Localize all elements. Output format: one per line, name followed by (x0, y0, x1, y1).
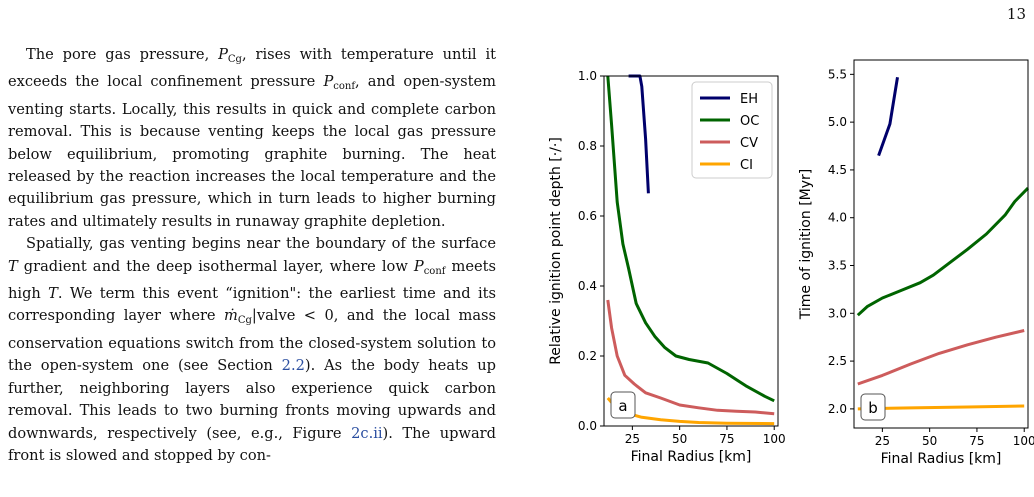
paragraph-pore-gas-pressure: The pore gas pressure, PCg, rises with t… (8, 44, 496, 233)
page-number: 13 (1006, 5, 1026, 23)
y-tick-label: 5.5 (828, 67, 847, 81)
math-t-2: T (48, 285, 58, 303)
y-tick-label: 5.0 (828, 115, 847, 129)
series-line-eh (628, 74, 650, 194)
y-axis-label: Time of ignition [Myr] (798, 169, 814, 321)
legend-box (691, 81, 773, 179)
p2-text-4: . We term this event “ignition": the ear… (8, 285, 496, 325)
x-tick-label: 25 (625, 432, 640, 446)
y-tick-label: 0.4 (578, 279, 597, 293)
body-text-column: The pore gas pressure, PCg, rises with t… (8, 44, 496, 467)
y-tick-label: 2.5 (828, 354, 847, 368)
panel-label: b (868, 399, 878, 417)
p2-text-5: , and the local mass conservation equati… (8, 307, 496, 375)
panel-label: a (618, 397, 627, 415)
p2-text-7: ). The upward front is slowed and stoppe… (8, 424, 496, 464)
p1-text-2: , rises with temperature until it exceed… (8, 46, 496, 91)
math-t-1: T (8, 257, 18, 275)
series-line-oc (856, 187, 1030, 317)
p2-text-1: Spatially, gas venting begins near the b… (26, 235, 496, 253)
y-axis-label: Relative ignition point depth [·/·] (548, 137, 564, 365)
series-line-oc (606, 75, 775, 403)
x-tick-label: 100 (763, 432, 786, 446)
p2-text-2: gradient and the deep isothermal layer, … (17, 257, 414, 275)
y-tick-label: 1.0 (578, 69, 597, 83)
y-tick-label: 3.5 (828, 259, 847, 273)
math-mdot: ṁ (224, 307, 238, 325)
x-axis-label: Final Radius [km] (881, 451, 1002, 467)
y-tick-label: 0.6 (578, 209, 597, 223)
section-link[interactable]: 2.2 (281, 357, 305, 375)
series-line-cv (606, 299, 775, 416)
x-tick-label: 25 (875, 434, 890, 448)
math-sub-conf-2: conf (423, 265, 446, 277)
p1-text-1: The pore gas pressure, (26, 46, 219, 63)
x-tick-label: 75 (719, 432, 734, 446)
p2-text-6: ). As the body heats up further, neighbo… (8, 357, 496, 442)
legend: EH OC CV CI (691, 81, 773, 179)
panel-label-box (610, 391, 636, 419)
math-p-conf-2: P (413, 257, 424, 275)
p1-text-3: , and open-system venting starts. Locall… (8, 73, 496, 230)
x-tick-label: 100 (1013, 434, 1034, 448)
series-line-eh (877, 76, 899, 157)
math-valve-condition: |valve < 0 (251, 307, 334, 325)
paragraph-gas-venting: Spatially, gas venting begins near the b… (8, 233, 496, 467)
legend-label-ci: CI (740, 158, 753, 173)
math-p-conf: P (323, 73, 334, 91)
math-p-cg: P (218, 46, 228, 63)
x-tick-label: 50 (922, 434, 937, 448)
math-sub-cg-2: Cg (237, 315, 252, 327)
y-tick-label: 3.0 (828, 306, 847, 320)
legend-label-oc: OC (740, 114, 759, 129)
series-line-cv (857, 329, 1025, 386)
y-tick-label: 4.0 (828, 211, 847, 225)
panel-label-box (860, 393, 886, 421)
y-tick-label: 0.0 (578, 419, 597, 433)
y-tick-label: 0.2 (578, 349, 597, 363)
math-sub-conf: conf (333, 81, 356, 93)
x-tick-label: 50 (672, 432, 687, 446)
chart-panel-a: 25 50 75 100 0.0 0.2 0.4 0.6 0.8 1.0 Final Radius … (548, 69, 786, 465)
figure-link[interactable]: 2c.ii (351, 424, 383, 442)
x-tick-label: 75 (969, 434, 984, 448)
plot-frame (853, 59, 1029, 429)
y-tick-label: 2.0 (828, 402, 847, 416)
x-axis-label: Final Radius [km] (631, 449, 752, 465)
p2-text-3: meets high (8, 257, 496, 303)
y-tick-label: 0.8 (578, 139, 597, 153)
plot-frame (603, 75, 779, 427)
legend-label-cv: CV (740, 136, 758, 151)
math-sub-cg: Cg (227, 54, 242, 65)
figure-ignition-plots: 25 50 75 100 0.0 0.2 0.4 0.6 0.8 1.0 Final Radius … (548, 59, 1034, 467)
chart-panel-b: 25 50 75 100 2.0 2.5 3.0 3.5 4.0 4.5 5.0 5.5 Final R… (798, 59, 1034, 467)
y-tick-label: 4.5 (828, 163, 847, 177)
legend-label-eh: EH (740, 92, 758, 107)
